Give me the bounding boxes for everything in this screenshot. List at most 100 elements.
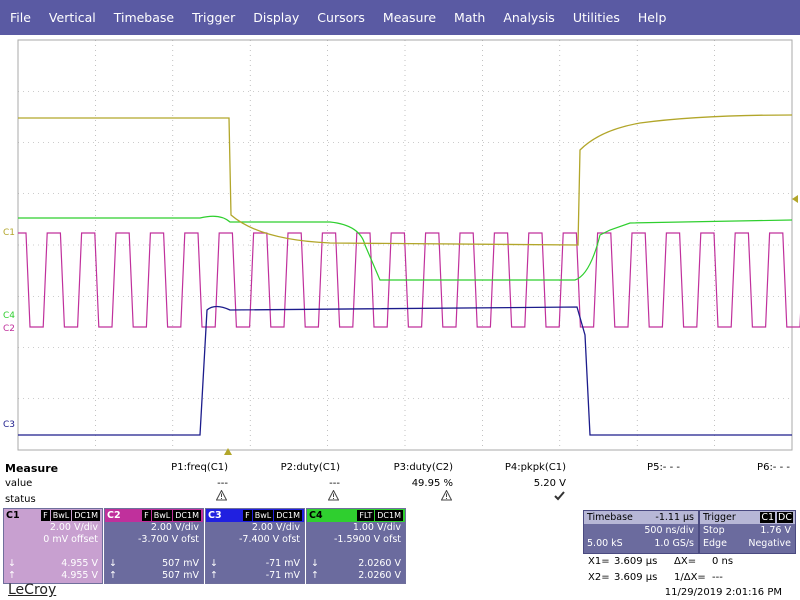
channel-v1: 2.0260 V (358, 558, 401, 569)
channel-label-c2: C2 (3, 324, 15, 334)
trigger-box[interactable]: Trigger C1 DC Stop 1.76 V Edge Negative (699, 510, 796, 554)
menu-item-trigger[interactable]: Trigger (192, 10, 236, 25)
arrow-down-icon: ↓ (210, 558, 218, 569)
channel-offset: -7.400 V ofst (239, 534, 300, 545)
channel-v2: 2.0260 V (358, 570, 401, 581)
channel-tag: BwL (151, 510, 173, 521)
channel-offset: 0 mV offset (43, 534, 98, 545)
channel-box-c3[interactable]: C3 F BwL DC1M 2.00 V/div -7.400 V ofst ↓ -71 mV… (205, 508, 305, 584)
cursor-inv-label: 1/ΔX= (674, 572, 706, 583)
measure-param-value: --- (217, 478, 228, 489)
measure-title: Measure (5, 462, 59, 475)
timebase-samples: 5.00 kS (587, 538, 623, 549)
waveform-c1 (18, 114, 793, 246)
channel-tag: F (41, 510, 50, 521)
arrow-down-icon: ↓ (8, 558, 16, 569)
trigger-coupling: DC (777, 512, 793, 523)
check-icon (554, 490, 565, 504)
channel-v1: 507 mV (162, 558, 199, 569)
datetime: 11/29/2019 2:01:16 PM (664, 587, 782, 598)
arrow-down-icon: ↓ (109, 558, 117, 569)
menu-item-display[interactable]: Display (253, 10, 300, 25)
channel-v1: 4.955 V (61, 558, 98, 569)
channel-v2: 507 mV (162, 570, 199, 581)
menu-item-cursors[interactable]: Cursors (317, 10, 365, 25)
trigger-mode: Stop (703, 525, 725, 536)
arrow-up-icon: ↑ (311, 570, 319, 581)
menu-item-analysis[interactable]: Analysis (503, 10, 555, 25)
trigger-type: Edge (703, 538, 727, 549)
trigger-time-marker (224, 448, 232, 455)
menu-item-math[interactable]: Math (454, 10, 486, 25)
menu-item-help[interactable]: Help (637, 10, 667, 25)
trigger-level-marker (792, 195, 798, 203)
trigger-label: Trigger (703, 512, 736, 523)
timebase-delay: -1.11 µs (655, 512, 694, 523)
channel-v2: -71 mV (265, 570, 300, 581)
timebase-label: Timebase (587, 512, 633, 523)
channel-name: C2 (107, 510, 121, 521)
waveform-display[interactable]: C1 C4 C2 C3 (0, 35, 800, 455)
channel-label-c3: C3 (3, 420, 15, 430)
menu-item-vertical[interactable]: Vertical (48, 10, 96, 25)
channel-tag: F (142, 510, 151, 521)
menu-item-measure[interactable]: Measure (382, 10, 437, 25)
timebase-rate: 1.0 GS/s (654, 538, 694, 549)
lecroy-logo: LeCroy (8, 582, 57, 598)
channel-label-c4: C4 (3, 311, 15, 321)
cursor-x2-value: 3.609 µs (614, 572, 658, 583)
channel-tag: DC1M (173, 510, 201, 521)
waveform-c4 (18, 215, 793, 281)
channel-name: C4 (309, 510, 323, 521)
warning-icon (215, 489, 228, 504)
measure-param-label: P5:- - - (647, 462, 680, 473)
trigger-slope: Negative (748, 538, 791, 549)
channel-tag: DC1M (274, 510, 302, 521)
cursor-x2-label: X2= (588, 572, 610, 583)
channel-box-c2[interactable]: C2 F BwL DC1M 2.00 V/div -3.700 V ofst ↓ 507 mV… (104, 508, 204, 584)
measure-param-label: P3:duty(C2) (393, 462, 453, 473)
channel-tag: BwL (50, 510, 72, 521)
measure-param-value: 49.95 % (411, 478, 453, 489)
cursor-dx-value: 0 ns (712, 556, 734, 567)
arrow-up-icon: ↑ (210, 570, 218, 581)
timebase-box[interactable]: Timebase -1.11 µs 500 ns/div 5.00 kS 1.0 G… (583, 510, 699, 554)
timebase-tdiv: 500 ns/div (644, 525, 694, 536)
channel-name: C3 (208, 510, 222, 521)
waveform-c3 (18, 305, 792, 436)
channel-name: C1 (6, 510, 20, 521)
channel-tag: DC1M (375, 510, 403, 521)
menu-item-timebase[interactable]: Timebase (113, 10, 175, 25)
trigger-chan: C1 (760, 512, 775, 523)
warning-icon (440, 489, 453, 504)
measure-param-label: P4:pkpk(C1) (504, 462, 566, 473)
channel-vdiv: 2.00 V/div (251, 522, 300, 533)
channel-box-c1[interactable]: C1 F BwL DC1M 2.00 V/div 0 mV offset ↓ 4.955 V ↑… (3, 508, 103, 584)
channel-v1: -71 mV (265, 558, 300, 569)
channel-tag: DC1M (72, 510, 100, 521)
channel-box-c4[interactable]: C4 FLT DC1M 1.00 V/div -1.5900 V ofst ↓ 2.0260… (306, 508, 406, 584)
measure-param-label: P6:- - - (757, 462, 790, 473)
measure-param-value: --- (329, 478, 340, 489)
menu-item-utilities[interactable]: Utilities (572, 10, 620, 25)
cursor-x1-value: 3.609 µs (614, 556, 658, 567)
trigger-level: 1.76 V (760, 525, 791, 536)
warning-icon (327, 489, 340, 504)
channel-tag: BwL (252, 510, 274, 521)
channel-offset: -1.5900 V ofst (333, 534, 401, 545)
menu-bar: File Vertical Timebase Trigger Display Cursor… (0, 0, 800, 35)
arrow-up-icon: ↑ (109, 570, 117, 581)
arrow-down-icon: ↓ (311, 558, 319, 569)
waveform-c2 (18, 232, 800, 328)
channel-offset: -3.700 V ofst (138, 534, 199, 545)
measure-panel: Measure value status P1:freq(C1) --- P2:duty(… (0, 458, 800, 508)
measure-param-label: P1:freq(C1) (171, 462, 228, 473)
cursor-inv-value: --- (712, 572, 723, 583)
channel-descriptor-boxes: C1 F BwL DC1M 2.00 V/div 0 mV offset ↓ 4.955 V ↑… (0, 508, 410, 584)
channel-vdiv: 2.00 V/div (150, 522, 199, 533)
menu-item-file[interactable]: File (10, 10, 31, 25)
cursor-x1-label: X1= (588, 556, 610, 567)
cursor-dx-label: ΔX= (674, 556, 697, 567)
channel-vdiv: 1.00 V/div (352, 522, 401, 533)
measure-param-value: 5.20 V (533, 478, 566, 489)
